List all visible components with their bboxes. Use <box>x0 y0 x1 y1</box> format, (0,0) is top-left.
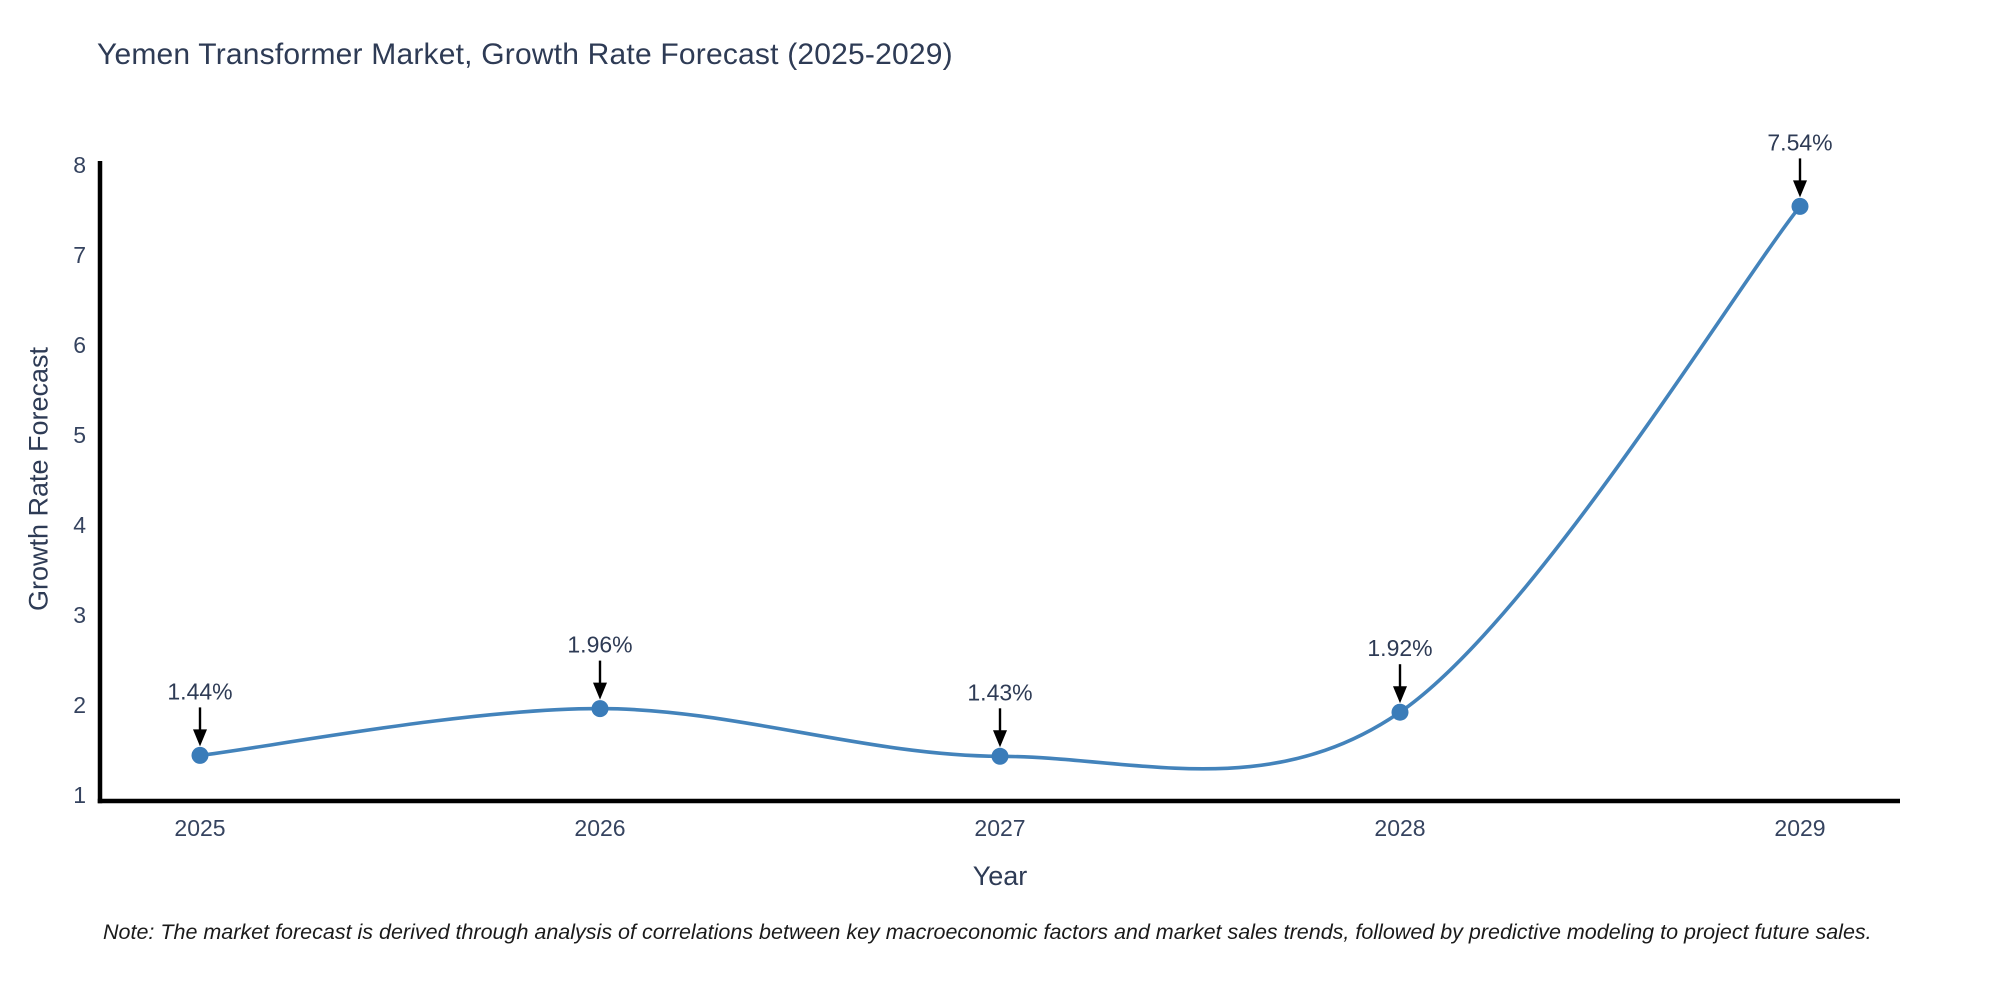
y-axis-label: Growth Rate Forecast <box>23 346 54 612</box>
x-tick-label: 2026 <box>574 815 625 841</box>
annotation-arrowhead <box>193 729 207 747</box>
data-point-label: 1.44% <box>167 678 232 704</box>
y-tick-label: 6 <box>73 332 86 358</box>
data-point-marker <box>191 746 209 764</box>
data-point-label: 7.54% <box>1767 129 1832 155</box>
data-point-marker <box>991 747 1009 765</box>
chart-title: Yemen Transformer Market, Growth Rate Fo… <box>97 38 953 71</box>
data-point-marker <box>1391 703 1409 721</box>
annotation-arrowhead <box>1793 180 1807 198</box>
x-tick-label: 2028 <box>1374 815 1425 841</box>
y-tick-label: 5 <box>73 422 86 448</box>
footnote: Note: The market forecast is derived thr… <box>103 920 1872 944</box>
data-point-label: 1.92% <box>1367 635 1432 661</box>
y-tick-label: 7 <box>73 242 86 268</box>
forecast-line <box>198 204 1802 771</box>
y-tick-label: 2 <box>73 692 86 718</box>
data-point-label: 1.96% <box>567 632 632 658</box>
y-tick-label: 3 <box>73 602 86 628</box>
x-tick-label: 2029 <box>1774 815 1825 841</box>
annotation-arrowhead <box>1393 686 1407 704</box>
x-tick-label: 2025 <box>174 815 225 841</box>
annotation-arrowhead <box>993 730 1007 748</box>
data-point-marker <box>591 700 609 718</box>
y-tick-label: 4 <box>73 512 86 538</box>
x-tick-label: 2027 <box>974 815 1025 841</box>
annotation-arrowhead <box>593 682 607 700</box>
y-tick-label: 8 <box>73 152 86 178</box>
x-axis-label: Year <box>972 861 1028 891</box>
data-point-label: 1.43% <box>967 679 1032 705</box>
y-tick-label: 1 <box>73 782 86 808</box>
data-point-marker <box>1791 197 1809 215</box>
